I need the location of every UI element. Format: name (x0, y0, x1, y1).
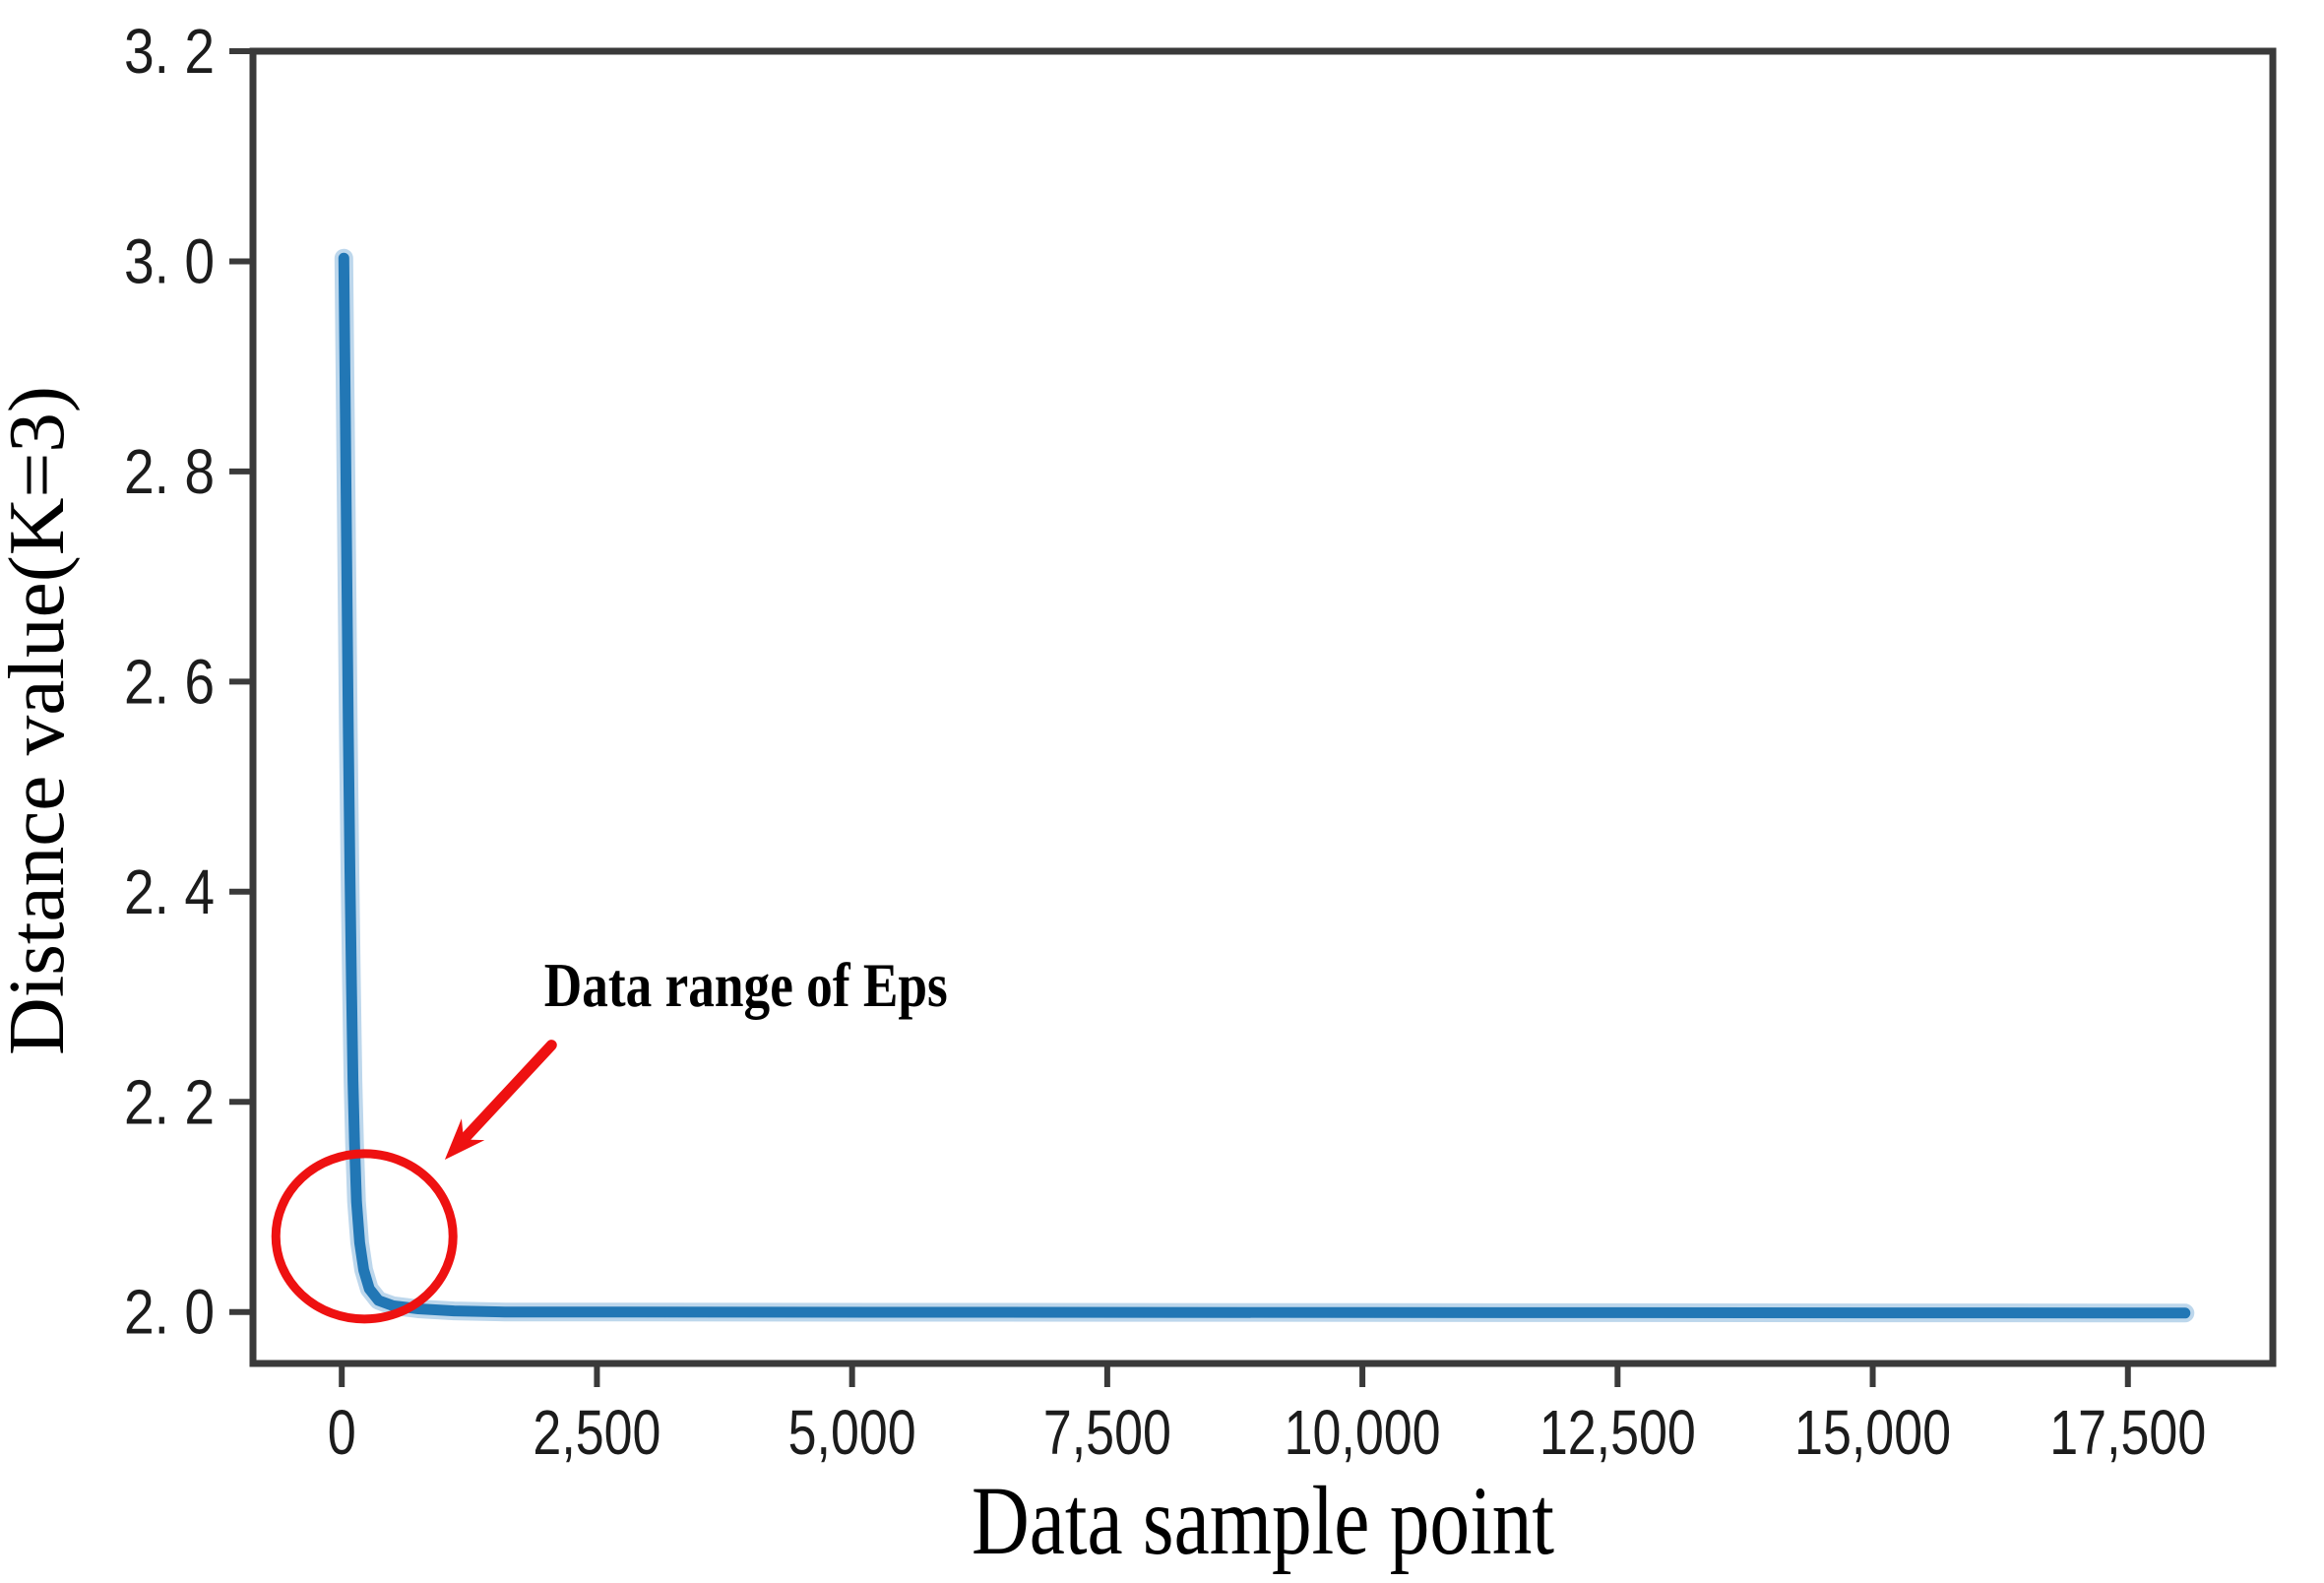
series-line-halo (334, 248, 2195, 1323)
annotation-layer (271, 1040, 557, 1324)
plot-frame (249, 47, 2277, 1367)
series-layer (334, 248, 2195, 1323)
x-tick-label: 5,000 (788, 1397, 916, 1468)
y-tick-label: 2. 8 (124, 436, 215, 507)
y-tick-label: 2. 6 (124, 646, 215, 717)
x-tick-label: 15,000 (1794, 1397, 1951, 1468)
x-axis-label: Data sample point (972, 1466, 1554, 1575)
eps-range-ellipse (271, 1149, 458, 1324)
y-tick-label: 3. 0 (124, 225, 215, 296)
annotation-arrow-head (444, 1118, 485, 1160)
axis-tick-labels-layer: 0 2,500 5,000 7,500 10,000 12,500 15,000 17,500… (124, 16, 2206, 1468)
y-tick-label: 3. 2 (124, 16, 215, 87)
y-axis-label: Distance value(K=3) (0, 386, 81, 1055)
series-line (338, 252, 2191, 1319)
axis-ticks-layer (229, 48, 2131, 1387)
x-tick-label: 17,500 (2049, 1397, 2206, 1468)
y-tick-label: 2. 2 (124, 1066, 215, 1137)
annotation-text: Data range of Eps (544, 950, 948, 1020)
x-tick-label: 12,500 (1539, 1397, 1696, 1468)
x-tick-label: 2,500 (533, 1397, 660, 1468)
x-tick-label: 7,500 (1043, 1397, 1171, 1468)
y-tick-label: 2. 0 (124, 1277, 215, 1348)
y-tick-label: 2. 4 (124, 856, 215, 927)
annotation-arrow-shaft (459, 1040, 557, 1144)
x-tick-label: 10,000 (1285, 1397, 1441, 1468)
x-tick-label: 0 (328, 1397, 356, 1468)
